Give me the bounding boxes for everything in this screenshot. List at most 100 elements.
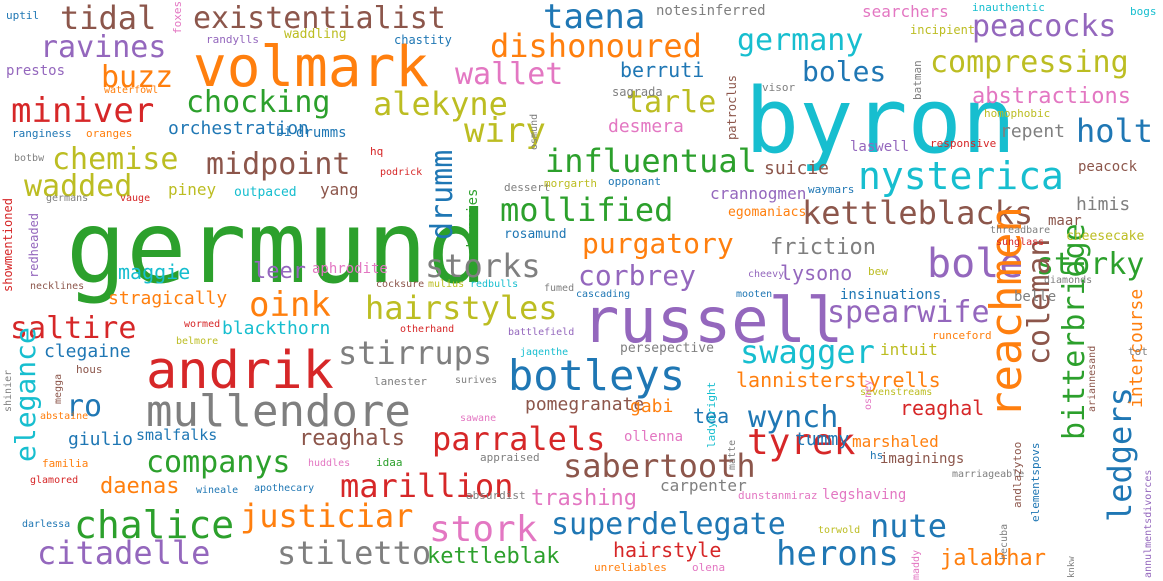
word-inauthentic: inauthentic (972, 1, 1045, 14)
word-imaginings: imaginings (880, 451, 965, 467)
word-wynch: wynch (748, 400, 839, 435)
word-knkw: knkw (1067, 556, 1077, 578)
word-russell: russell (582, 284, 844, 357)
word-mooten: mooten (736, 289, 773, 300)
word-hous: hous (76, 363, 103, 376)
word-drumm: drumm (425, 149, 460, 240)
word-rosamund: rosamund (504, 227, 567, 242)
word-chalice: chalice (74, 503, 235, 547)
word-glamored: glamored (30, 475, 79, 486)
word-spearwife: spearwife (827, 295, 990, 330)
word-carpenter: carpenter (660, 476, 747, 495)
word-surives: surives (455, 375, 498, 386)
word-intuit: intuit (880, 340, 938, 359)
word-companys: companys (146, 445, 291, 480)
word-redbulls: redbulls (470, 279, 519, 290)
word-belle: belle (1014, 289, 1057, 305)
word-egomaniacs: egomaniacs (728, 205, 807, 220)
word-botleys: botleys (508, 351, 686, 400)
word-hairstyles: hairstyles (365, 289, 558, 327)
word-elegance: elegance (9, 327, 42, 462)
word-peacock: peacock (1078, 159, 1138, 175)
word-storks: storks (425, 247, 541, 285)
word-lannisterstyrells: lannisterstyrells (736, 368, 941, 392)
word-foxes: foxes (171, 0, 184, 34)
word-chemise: chemise (52, 142, 179, 177)
word-peacocks: peacocks (972, 9, 1117, 44)
word-dunstanmiraz: dunstanmiraz (738, 489, 818, 502)
word-stragically: stragically (108, 288, 228, 309)
word-lanester: lanester (374, 375, 427, 388)
word-dishonoured: dishonoured (490, 27, 702, 65)
word-hecuba: hecuba (999, 523, 1010, 560)
word-alekyne: alekyne (373, 85, 508, 123)
word-volmark: volmark (193, 35, 430, 100)
word-marriageable: marriageable (952, 469, 1025, 480)
word-miniver: miniver (11, 91, 155, 131)
word-bi: bi (276, 125, 292, 140)
word-swagger: swagger (740, 333, 875, 371)
word-blackthorn: blackthorn (222, 318, 331, 339)
word-osney: osney (863, 379, 874, 410)
word-himis: himis (1076, 194, 1131, 215)
word-familia: familia (42, 457, 89, 470)
word-bitterbridge: bitterbridge (1057, 223, 1092, 440)
word-persepective: persepective (620, 341, 714, 356)
word-cocksure: cocksure (376, 279, 425, 290)
word-podrick: podrick (380, 167, 423, 178)
word-huddles: huddles (308, 458, 351, 469)
word-saltire: saltire (10, 311, 137, 346)
word-ollenna: ollenna (624, 429, 684, 445)
word-corbrey: corbrey (578, 259, 697, 292)
word-sevenstreams: sevenstreams (860, 387, 933, 398)
word-insinuations: insinuations (840, 287, 942, 303)
word-oranges: oranges (86, 127, 133, 140)
word-herons: herons (776, 534, 899, 574)
word-germund: germund (66, 189, 488, 306)
word-patroclus: patroclus (725, 74, 739, 140)
word-shinier: shinier (3, 369, 14, 412)
word-ro: ro (66, 389, 103, 424)
word-ladybright: ladybright (705, 381, 718, 448)
word-boles: boles (802, 55, 887, 88)
word-nute: nute (870, 507, 948, 545)
word-stiletto: stiletto (277, 534, 432, 572)
word-marillion: marillion (340, 467, 514, 505)
word-buzz: buzz (101, 60, 174, 95)
word-germany: germany (737, 23, 864, 58)
word-maggie: maggie (118, 260, 191, 284)
word-reaghal: reaghal (900, 396, 985, 420)
word-jaqenthe: jaqenthe (520, 347, 569, 358)
word-yang: yang (320, 180, 359, 199)
word-friction: friction (770, 235, 876, 260)
word-orchestration: orchestration (168, 118, 309, 139)
word-cascading: cascading (576, 289, 631, 300)
word-apothecary: apothecary (254, 483, 315, 494)
word-waterfowl: waterfowl (104, 85, 159, 96)
word-redheaded: redheaded (27, 212, 41, 278)
word-diamonds: diamonds (1044, 275, 1093, 286)
word-hq: hq (370, 145, 384, 158)
word-fumed: fumed (544, 283, 575, 294)
word-visor: visor (762, 81, 796, 94)
word-germans: germans (46, 193, 89, 204)
word-stork: stork (429, 509, 538, 550)
word-laswell: laswell (850, 139, 910, 155)
word-clegaine: clegaine (44, 341, 131, 362)
word-cherries: cherries (465, 188, 481, 256)
word-mollified: mollified (500, 191, 674, 229)
word-responsive: responsive (930, 137, 997, 150)
word-outpaced: outpaced (234, 185, 297, 200)
word-crannogmen: crannogmen (710, 184, 807, 203)
word-ranginess: ranginess (12, 127, 72, 140)
word-bogs: bogs (1130, 5, 1157, 18)
word-taena: taena (543, 0, 646, 37)
word-oink: oink (249, 285, 331, 325)
word-stirrups: stirrups (338, 334, 493, 372)
word-tea: tea (693, 404, 730, 428)
word-tidal: tidal (60, 0, 157, 37)
word-batman: batman (911, 60, 924, 100)
word-superdelegate: superdelegate (551, 507, 786, 542)
word-smalfalks: smalfalks (136, 426, 218, 444)
word-existentialist: existentialist (193, 1, 446, 36)
